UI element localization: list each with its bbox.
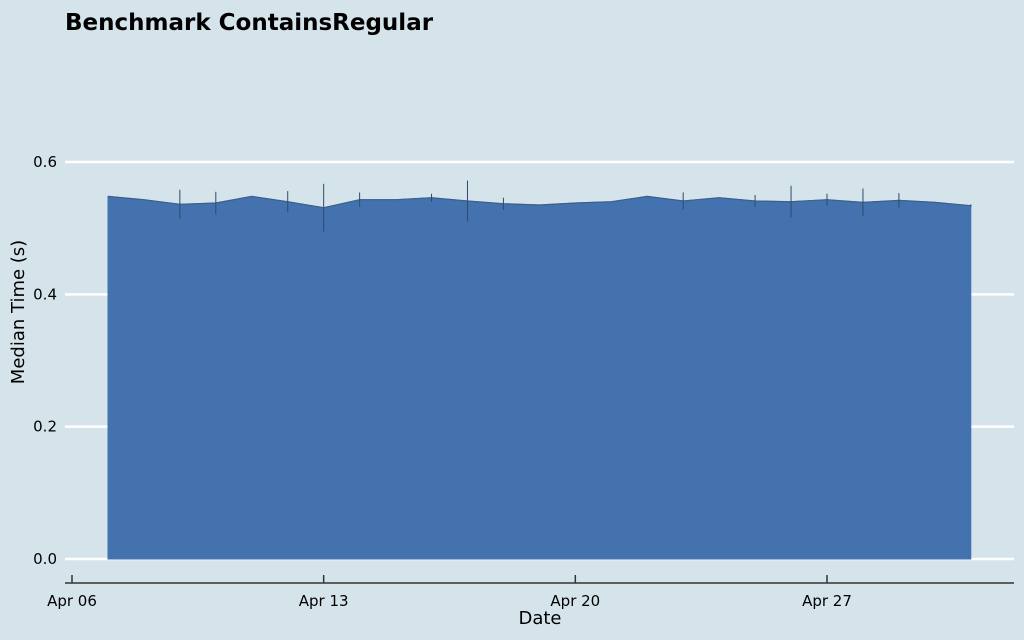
y-tick-label: 0.6 [33, 153, 57, 171]
chart-title: Benchmark ContainsRegular [65, 10, 434, 36]
x-axis-label: Date [518, 608, 561, 629]
x-tick-label: Apr 13 [299, 592, 349, 610]
error-bars [179, 180, 972, 232]
y-tick-label: 0.2 [33, 418, 57, 436]
y-tick-label: 0.0 [33, 550, 57, 568]
x-tick-label: Apr 20 [550, 592, 600, 610]
area-series [107, 195, 972, 560]
area-fill [107, 195, 972, 560]
x-tick-label: Apr 27 [802, 592, 852, 610]
x-tick-label: Apr 06 [47, 592, 97, 610]
y-ticks: 0.0 0.2 0.4 0.6 [33, 153, 57, 568]
y-axis-label: Median Time (s) [8, 240, 29, 384]
y-tick-label: 0.4 [33, 285, 57, 303]
x-ticks: Apr 06 Apr 13 Apr 20 Apr 27 [47, 575, 852, 610]
